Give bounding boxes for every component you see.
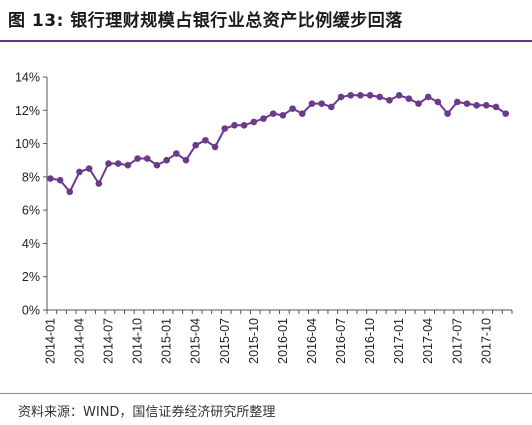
x-tick-label: 2015-04 — [189, 318, 203, 364]
data-point — [434, 98, 442, 106]
y-tick-label: 12% — [15, 104, 40, 118]
data-point — [66, 188, 74, 196]
data-point — [473, 101, 480, 109]
data-point — [105, 160, 112, 167]
y-tick-label: 14% — [15, 71, 40, 85]
data-point — [56, 176, 64, 184]
figure-title: 图 13: 银行理财规模占银行业总资产比例缓步回落 — [8, 11, 403, 31]
data-point — [143, 155, 151, 162]
x-tick-label: 2017-07 — [450, 318, 464, 364]
x-tick-label: 2015-07 — [218, 318, 232, 364]
data-point — [483, 101, 490, 109]
x-tick-label: 2016-04 — [305, 318, 319, 364]
data-point — [182, 156, 190, 164]
data-point — [114, 160, 122, 167]
x-tick-label: 2017-04 — [421, 318, 435, 364]
data-point — [357, 92, 364, 99]
data-point — [415, 100, 422, 107]
y-tick-label: 0% — [22, 304, 40, 318]
data-point — [318, 100, 325, 107]
data-point — [453, 98, 461, 106]
data-point — [376, 93, 384, 101]
data-point — [395, 92, 403, 99]
data-point — [163, 156, 170, 164]
y-tick-label: 4% — [22, 237, 40, 251]
x-tick-label: 2017-01 — [392, 318, 406, 364]
series-points — [47, 92, 510, 196]
data-point — [231, 121, 238, 129]
data-point — [502, 110, 510, 117]
data-point — [279, 111, 287, 119]
data-point — [95, 180, 103, 187]
data-point — [250, 118, 258, 126]
data-point — [492, 103, 500, 111]
data-point — [202, 136, 209, 144]
x-tick-label: 2014-07 — [102, 318, 116, 364]
data-point — [221, 125, 229, 132]
data-point — [366, 92, 374, 99]
x-tick-label: 2016-01 — [276, 318, 290, 364]
data-point — [240, 121, 248, 129]
data-point — [211, 143, 219, 151]
data-point — [337, 93, 345, 101]
y-tick-label: 8% — [22, 170, 40, 184]
data-point — [76, 168, 83, 176]
data-point — [347, 92, 355, 99]
y-ticks: 0% 2% 4% 6% 8% 10% 12% 14% — [15, 71, 47, 318]
data-point — [328, 103, 335, 111]
x-tick-label: 2015-01 — [160, 318, 174, 364]
x-tick-label: 2014-01 — [43, 318, 57, 364]
data-point — [134, 155, 141, 162]
y-tick-label: 6% — [22, 204, 40, 218]
data-point — [424, 93, 432, 101]
data-point — [173, 150, 180, 157]
source-note: 资料来源：WIND，国信证券经济研究所整理 — [18, 405, 276, 420]
data-point — [298, 110, 306, 117]
y-tick-label: 10% — [15, 137, 40, 151]
data-point — [308, 100, 316, 107]
x-ticks: 2014-01 2014-04 2014-07 2014-10 2015-01 2015-… — [43, 310, 513, 364]
x-tick-label: 2015-10 — [247, 318, 261, 364]
source-divider — [0, 393, 532, 394]
data-point — [463, 100, 471, 107]
x-tick-label: 2016-10 — [363, 318, 377, 364]
data-point — [153, 161, 161, 169]
data-point — [405, 95, 413, 102]
x-tick-label: 2016-07 — [334, 318, 348, 364]
data-point — [386, 97, 393, 104]
data-point — [85, 165, 93, 172]
data-point — [289, 105, 296, 112]
x-tick-label: 2014-04 — [72, 318, 86, 364]
title-divider — [0, 40, 532, 42]
x-tick-label: 2017-10 — [479, 318, 493, 364]
data-point — [124, 161, 132, 169]
series-line — [50, 94, 507, 194]
data-point — [260, 115, 267, 122]
data-point — [192, 141, 200, 149]
data-point — [47, 175, 54, 182]
x-tick-label: 2014-10 — [131, 318, 145, 364]
y-tick-label: 2% — [22, 270, 40, 284]
data-point — [269, 110, 277, 117]
data-point — [444, 110, 451, 117]
